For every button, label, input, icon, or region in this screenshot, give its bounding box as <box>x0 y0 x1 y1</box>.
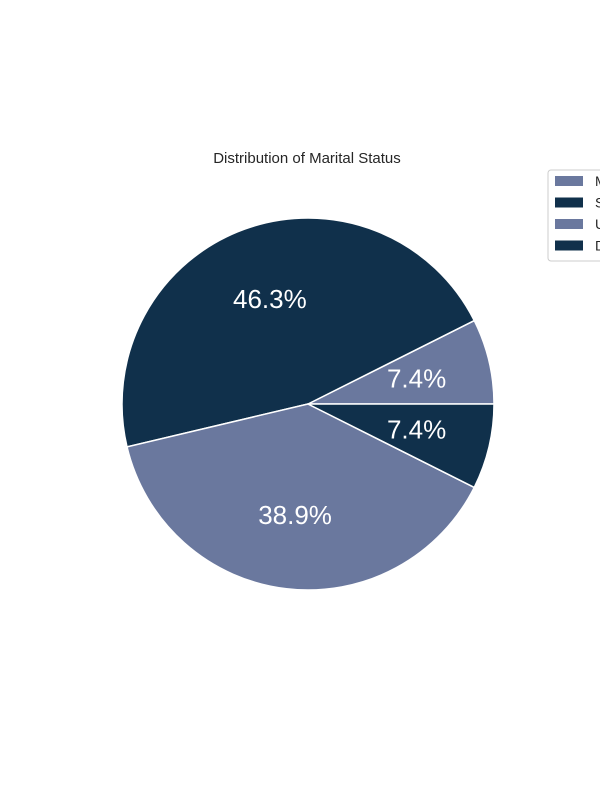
chart-title: Distribution of Marital Status <box>213 150 401 167</box>
legend-swatch-m <box>555 176 583 186</box>
slice-label-s: 46.3% <box>233 284 307 314</box>
pie-slices <box>121 217 495 591</box>
legend-label-s: S <box>595 195 600 211</box>
pie-slice-u <box>126 403 475 591</box>
legend-label-u: U <box>595 216 600 232</box>
legend-label-m: M <box>595 173 600 189</box>
legend-swatch-s <box>555 197 583 208</box>
legend-label-d: D <box>595 238 600 254</box>
legend: MSUD <box>547 169 600 262</box>
pie-slice-s <box>121 217 475 448</box>
slice-label-m: 7.4% <box>387 363 446 393</box>
legend-swatch-d <box>555 240 583 251</box>
legend-swatch-u <box>555 219 583 229</box>
slice-label-u: 38.9% <box>258 500 332 530</box>
pie-slice-labels: 7.4% 46.3% 38.9% 7.4% <box>233 284 446 530</box>
slice-label-d: 7.4% <box>387 415 446 445</box>
pie-slice-d <box>307 403 495 489</box>
legend-frame <box>547 169 600 262</box>
legend-items: MSUD <box>555 173 600 254</box>
